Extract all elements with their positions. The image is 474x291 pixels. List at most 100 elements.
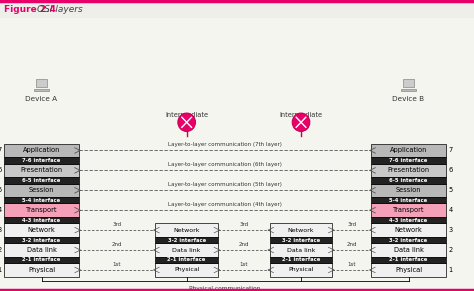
Text: 1st: 1st <box>239 262 248 267</box>
Text: 3: 3 <box>0 227 1 233</box>
FancyBboxPatch shape <box>155 257 218 263</box>
FancyBboxPatch shape <box>372 223 446 237</box>
FancyBboxPatch shape <box>4 203 79 217</box>
Text: 4-3 interface: 4-3 interface <box>22 218 61 223</box>
Text: 2nd: 2nd <box>112 242 122 247</box>
Text: 2: 2 <box>0 247 1 253</box>
Text: Intermediate
node: Intermediate node <box>165 112 208 125</box>
Text: 3-2 interface: 3-2 interface <box>390 237 428 243</box>
Text: 7-6 interface: 7-6 interface <box>22 158 61 163</box>
Text: Layer-to-layer communication (4th layer): Layer-to-layer communication (4th layer) <box>168 202 282 207</box>
Text: 5-4 interface: 5-4 interface <box>22 198 61 203</box>
FancyBboxPatch shape <box>4 184 79 197</box>
Text: 4: 4 <box>448 207 453 213</box>
Text: 3: 3 <box>448 227 453 233</box>
Text: Application: Application <box>390 148 427 153</box>
FancyBboxPatch shape <box>270 257 332 263</box>
Text: 2-1 interface: 2-1 interface <box>22 258 61 262</box>
FancyBboxPatch shape <box>4 237 79 243</box>
Text: Device B: Device B <box>392 96 425 102</box>
FancyBboxPatch shape <box>372 237 446 243</box>
FancyBboxPatch shape <box>155 237 218 243</box>
FancyBboxPatch shape <box>372 177 446 184</box>
FancyBboxPatch shape <box>155 223 218 237</box>
Text: Data link: Data link <box>287 248 315 253</box>
FancyBboxPatch shape <box>4 223 79 237</box>
Text: 3-2 interface: 3-2 interface <box>167 237 206 243</box>
FancyBboxPatch shape <box>372 184 446 197</box>
Text: Physical: Physical <box>174 267 200 272</box>
FancyBboxPatch shape <box>4 263 79 277</box>
Text: 4: 4 <box>0 207 1 213</box>
Text: 5: 5 <box>448 187 453 193</box>
FancyBboxPatch shape <box>4 177 79 184</box>
FancyBboxPatch shape <box>4 144 79 157</box>
Text: Data link: Data link <box>173 248 201 253</box>
FancyBboxPatch shape <box>270 223 332 237</box>
FancyBboxPatch shape <box>270 263 332 277</box>
FancyBboxPatch shape <box>155 263 218 277</box>
Text: 3-2 interface: 3-2 interface <box>22 237 61 243</box>
Text: Network: Network <box>27 227 55 233</box>
Text: 6-5 interface: 6-5 interface <box>389 178 428 183</box>
Text: Device A: Device A <box>26 96 58 102</box>
Text: Layer-to-layer communication (6th layer): Layer-to-layer communication (6th layer) <box>168 162 282 167</box>
FancyBboxPatch shape <box>4 197 79 203</box>
Text: 6: 6 <box>0 167 1 173</box>
Text: 5-4 interface: 5-4 interface <box>390 198 428 203</box>
Text: 2-1 interface: 2-1 interface <box>167 258 206 262</box>
Text: 2-1 interface: 2-1 interface <box>389 258 428 262</box>
Text: Figure 2.4: Figure 2.4 <box>4 5 56 14</box>
Text: Transport: Transport <box>26 207 57 213</box>
Text: Layer-to-layer communication (5th layer): Layer-to-layer communication (5th layer) <box>168 182 282 187</box>
Text: 7: 7 <box>0 148 1 153</box>
FancyBboxPatch shape <box>4 164 79 177</box>
FancyBboxPatch shape <box>372 243 446 257</box>
Text: Session: Session <box>396 187 421 193</box>
FancyBboxPatch shape <box>402 79 414 87</box>
FancyBboxPatch shape <box>4 217 79 223</box>
FancyBboxPatch shape <box>270 243 332 257</box>
Text: Physical: Physical <box>288 267 314 272</box>
FancyBboxPatch shape <box>372 263 446 277</box>
Text: 4-3 interface: 4-3 interface <box>390 218 428 223</box>
Text: Data link: Data link <box>393 247 423 253</box>
Text: Network: Network <box>288 228 314 233</box>
Text: 1st: 1st <box>347 262 356 267</box>
FancyBboxPatch shape <box>372 157 446 164</box>
FancyBboxPatch shape <box>372 217 446 223</box>
FancyBboxPatch shape <box>36 79 47 87</box>
FancyBboxPatch shape <box>4 257 79 263</box>
Text: Network: Network <box>173 228 200 233</box>
Text: 5: 5 <box>0 187 1 193</box>
Text: Application: Application <box>23 148 60 153</box>
FancyBboxPatch shape <box>372 144 446 157</box>
Text: 2: 2 <box>448 247 453 253</box>
Text: 1: 1 <box>448 267 453 273</box>
Text: 1: 1 <box>0 267 1 273</box>
FancyBboxPatch shape <box>372 203 446 217</box>
FancyBboxPatch shape <box>372 257 446 263</box>
Text: Layer-to-layer communication (7th layer): Layer-to-layer communication (7th layer) <box>168 142 282 147</box>
Text: Intermediate
node: Intermediate node <box>280 112 323 125</box>
Text: 3rd: 3rd <box>347 222 356 227</box>
FancyBboxPatch shape <box>155 243 218 257</box>
Text: 7-6 interface: 7-6 interface <box>389 158 428 163</box>
Text: 6: 6 <box>448 167 453 173</box>
Text: 3-2 interface: 3-2 interface <box>282 237 320 243</box>
Text: 1st: 1st <box>113 262 121 267</box>
FancyBboxPatch shape <box>0 1 474 18</box>
Text: 2-1 interface: 2-1 interface <box>282 258 320 262</box>
Circle shape <box>178 113 195 132</box>
Text: 3rd: 3rd <box>239 222 248 227</box>
Text: 7: 7 <box>448 148 453 153</box>
Text: Physical: Physical <box>28 267 55 273</box>
Text: 2nd: 2nd <box>346 242 357 247</box>
Text: Data link: Data link <box>27 247 56 253</box>
Text: 2nd: 2nd <box>238 242 249 247</box>
Text: Physical: Physical <box>395 267 422 273</box>
FancyBboxPatch shape <box>34 88 49 91</box>
Text: Presentation: Presentation <box>387 167 429 173</box>
FancyBboxPatch shape <box>270 237 332 243</box>
FancyBboxPatch shape <box>372 164 446 177</box>
